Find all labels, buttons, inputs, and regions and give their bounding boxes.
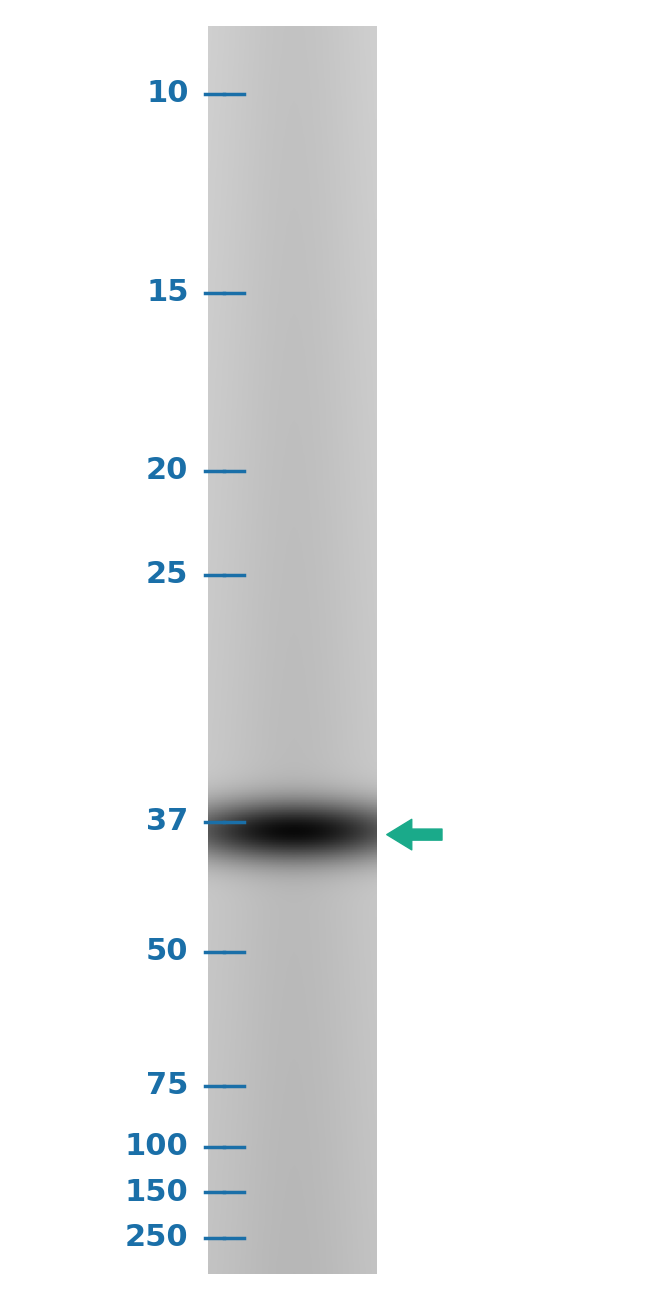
Text: 150: 150 [125,1178,188,1206]
Text: 10: 10 [146,79,188,108]
Text: 100: 100 [125,1132,188,1161]
Text: 25: 25 [146,560,188,589]
Text: 250: 250 [125,1223,188,1252]
Text: 15: 15 [146,278,188,307]
Text: 37: 37 [146,807,188,836]
Text: 20: 20 [146,456,188,485]
Text: 75: 75 [146,1071,188,1100]
Text: 50: 50 [146,937,188,966]
